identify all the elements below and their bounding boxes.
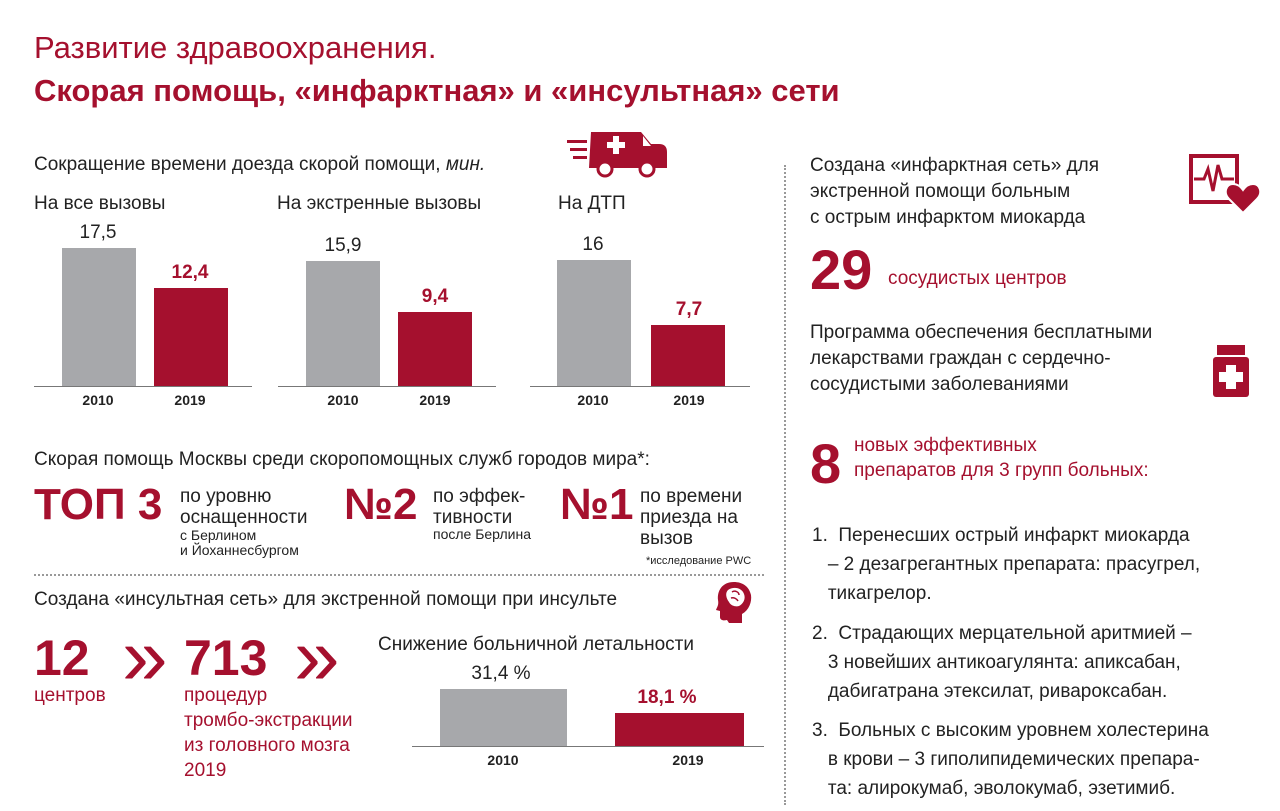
page-title: Развитие здравоохранения. xyxy=(34,30,437,65)
chart1-bar-2010 xyxy=(62,248,136,386)
drugs-list-item: 2. Страдающих мерцательной аритмией – 3 … xyxy=(812,623,1192,702)
top3-text: по уровню оснащенности xyxy=(180,486,308,528)
top3-note: с Берлином и Йоханнесбургом xyxy=(180,527,299,558)
chart2-bar-2010 xyxy=(306,261,380,386)
chart1-bar-2019 xyxy=(154,288,228,386)
chart3-axis xyxy=(530,386,750,387)
mortality-year-2010: 2010 xyxy=(487,752,519,768)
ambulance-icon xyxy=(567,132,667,178)
chart2-value-2010: 15,9 xyxy=(324,235,362,256)
divider-horizontal xyxy=(34,574,764,576)
mortality-year-2019: 2019 xyxy=(672,752,704,768)
n2-text: по эффек- тивности xyxy=(433,486,526,528)
mortality-bar-2010 xyxy=(440,689,567,746)
head-brain-icon xyxy=(716,582,752,623)
stroke-centers-label: центров xyxy=(34,685,106,706)
chart1-value-2010: 17,5 xyxy=(79,222,117,243)
chart1-year-2019: 2019 xyxy=(174,392,206,408)
n2-note: после Берлина xyxy=(433,526,531,542)
chart2-bar-2019 xyxy=(398,312,472,386)
chart1-value-2019: 12,4 xyxy=(171,262,209,283)
mortality-axis xyxy=(412,746,764,747)
chart2-axis xyxy=(278,386,496,387)
medicine-bottle-icon xyxy=(1213,345,1249,397)
page-subtitle: Скорая помощь, «инфарктная» и «инсультна… xyxy=(34,73,840,108)
infarct-centers-label: сосудистых центров xyxy=(888,268,1067,289)
stroke-procedures-value: 713 xyxy=(184,630,268,686)
chevron-icon-1: » xyxy=(122,611,168,702)
chart3-value-2019: 7,7 xyxy=(675,299,703,320)
chart1-label: На все вызовы xyxy=(34,193,166,214)
n2-value: №2 xyxy=(344,480,418,529)
n1-text: по времени приезда на вызов xyxy=(640,486,743,549)
chart3-bar-2019 xyxy=(651,325,725,386)
chevron-icon-2: » xyxy=(294,611,340,702)
mortality-heading: Снижение больничной летальности xyxy=(378,634,694,655)
chart3-value-2010: 16 xyxy=(582,234,604,255)
chart3-bar-2010 xyxy=(557,260,631,386)
drugs-count-value: 8 xyxy=(810,432,842,495)
stroke-centers-value: 12 xyxy=(34,630,90,686)
n1-value: №1 xyxy=(560,480,634,529)
rating-footnote: *исследование PWC xyxy=(646,555,752,567)
infarct-centers-value: 29 xyxy=(810,238,873,301)
chart3-label: На ДТП xyxy=(558,193,626,214)
mortality-value-2019: 18,1 % xyxy=(637,687,697,708)
chart2-year-2019: 2019 xyxy=(419,392,451,408)
chart2-year-2010: 2010 xyxy=(327,392,359,408)
drugs-program-text: Программа обеспечения бесплатными лекарс… xyxy=(810,322,1153,395)
drugs-list-item: 3. Больных с высоким уровнем холестерина… xyxy=(812,720,1209,799)
chart1-axis xyxy=(34,386,252,387)
stroke-heading: Создана «инсультная сеть» для экстренной… xyxy=(34,589,618,610)
chart1-year-2010: 2010 xyxy=(82,392,114,408)
mortality-bar-2019 xyxy=(615,713,744,746)
rating-heading: Скорая помощь Москвы среди скоропомощных… xyxy=(34,449,650,470)
stroke-procedures-label: процедур тромбо-экстракции из головного … xyxy=(184,685,353,781)
chart2-value-2019: 9,4 xyxy=(421,286,449,307)
drugs-list-item: 1. Перенесших острый инфаркт миокарда – … xyxy=(812,525,1201,604)
top3-value: ТОП 3 xyxy=(34,480,163,529)
chart3-year-2010: 2010 xyxy=(577,392,609,408)
drugs-count-label: новых эффективных препаратов для 3 групп… xyxy=(854,435,1149,481)
mortality-value-2010: 31,4 % xyxy=(471,663,531,684)
chart2-label: На экстренные вызовы xyxy=(277,193,482,214)
heart-monitor-icon xyxy=(1189,154,1262,215)
chart3-year-2019: 2019 xyxy=(673,392,705,408)
ambulance-heading: Сокращение времени доезда скорой помощи,… xyxy=(34,154,486,175)
infarct-network-text: Создана «инфарктная сеть» для экстренной… xyxy=(810,155,1099,228)
divider-vertical xyxy=(784,165,786,805)
